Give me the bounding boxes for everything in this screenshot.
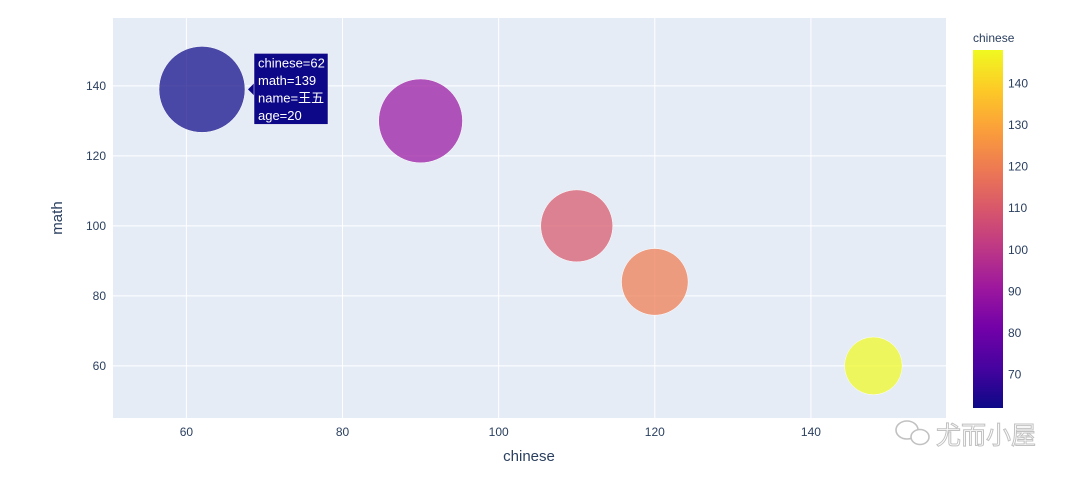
colorbar-tick-label: 100 [1008, 243, 1028, 257]
colorbar-tick-label: 130 [1008, 118, 1028, 132]
data-points [158, 46, 903, 395]
colorbar: chinese 70 80 90 100 110 120 130 140 [973, 31, 1028, 408]
bubble-point [844, 336, 903, 395]
colorbar-tick-label: 140 [1008, 76, 1028, 90]
bubble-point [540, 189, 613, 263]
colorbar-tick-label: 80 [1008, 326, 1022, 340]
hover-tooltip: chinese=62 math=139 name=王五 age=20 [247, 53, 329, 125]
x-axis-title: chinese [503, 448, 555, 465]
watermark: 尤而小屋 [895, 420, 1037, 451]
bubble-point [621, 248, 689, 316]
y-tick-label: 120 [86, 149, 106, 163]
tooltip-pointer [247, 83, 254, 96]
y-tick-label: 60 [93, 359, 107, 373]
tooltip-box [253, 53, 329, 125]
tooltip-line: math=139 [258, 73, 316, 88]
x-tick-label: 140 [801, 425, 821, 439]
colorbar-gradient [973, 50, 1003, 408]
colorbar-tick-label: 120 [1008, 160, 1028, 174]
gridlines [113, 18, 946, 418]
y-tick-label: 100 [86, 219, 106, 233]
tooltip-line: age=20 [258, 108, 302, 123]
watermark-text: 尤而小屋 [936, 422, 1036, 450]
bubble-point [378, 78, 463, 164]
x-tick-label: 60 [180, 425, 194, 439]
y-axis-title: math [49, 201, 66, 234]
y-tick-label: 140 [86, 79, 106, 93]
x-axis-ticks: 60 80 100 120 140 [180, 425, 822, 439]
x-tick-label: 120 [645, 425, 665, 439]
bubble-point [158, 46, 246, 133]
x-tick-label: 100 [489, 425, 509, 439]
wechat-icon [895, 420, 930, 446]
colorbar-tick-label: 110 [1008, 201, 1027, 215]
colorbar-tick-label: 70 [1008, 368, 1022, 382]
tooltip-line: chinese=62 [258, 55, 325, 70]
tooltip-line: name=王五 [258, 90, 324, 105]
y-axis-ticks: 60 80 100 120 140 [86, 79, 106, 373]
colorbar-tick-label: 90 [1008, 284, 1022, 298]
y-tick-label: 80 [93, 289, 107, 303]
plot-area[interactable] [113, 18, 946, 418]
colorbar-title: chinese [973, 31, 1015, 45]
x-tick-label: 80 [336, 425, 350, 439]
